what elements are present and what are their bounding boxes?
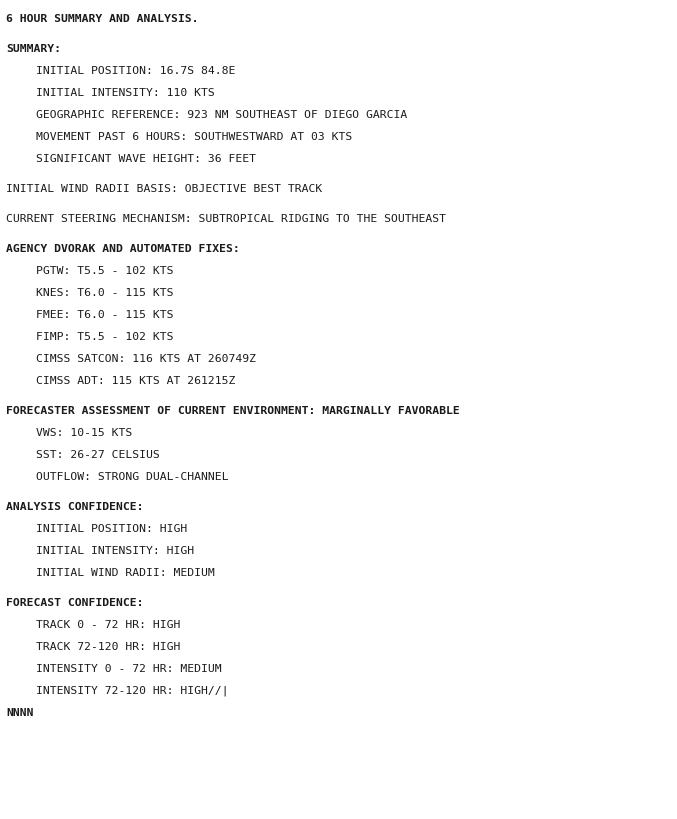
Text: MOVEMENT PAST 6 HOURS: SOUTHWESTWARD AT 03 KTS: MOVEMENT PAST 6 HOURS: SOUTHWESTWARD AT … [36, 132, 352, 142]
Text: KNES: T6.0 - 115 KTS: KNES: T6.0 - 115 KTS [36, 287, 173, 297]
Text: INITIAL WIND RADII: MEDIUM: INITIAL WIND RADII: MEDIUM [36, 568, 215, 577]
Text: 6 HOUR SUMMARY AND ANALYSIS.: 6 HOUR SUMMARY AND ANALYSIS. [6, 14, 198, 24]
Text: TRACK 72-120 HR: HIGH: TRACK 72-120 HR: HIGH [36, 641, 180, 651]
Text: FORECASTER ASSESSMENT OF CURRENT ENVIRONMENT: MARGINALLY FAVORABLE: FORECASTER ASSESSMENT OF CURRENT ENVIRON… [6, 405, 460, 415]
Text: OUTFLOW: STRONG DUAL-CHANNEL: OUTFLOW: STRONG DUAL-CHANNEL [36, 472, 229, 482]
Text: GEOGRAPHIC REFERENCE: 923 NM SOUTHEAST OF DIEGO GARCIA: GEOGRAPHIC REFERENCE: 923 NM SOUTHEAST O… [36, 110, 408, 120]
Text: SST: 26-27 CELSIUS: SST: 26-27 CELSIUS [36, 450, 160, 459]
Text: FIMP: T5.5 - 102 KTS: FIMP: T5.5 - 102 KTS [36, 332, 173, 342]
Text: FMEE: T6.0 - 115 KTS: FMEE: T6.0 - 115 KTS [36, 310, 173, 319]
Text: ANALYSIS CONFIDENCE:: ANALYSIS CONFIDENCE: [6, 501, 144, 511]
Text: INITIAL WIND RADII BASIS: OBJECTIVE BEST TRACK: INITIAL WIND RADII BASIS: OBJECTIVE BEST… [6, 183, 322, 194]
Text: INITIAL INTENSITY: 110 KTS: INITIAL INTENSITY: 110 KTS [36, 88, 215, 98]
Text: INITIAL INTENSITY: HIGH: INITIAL INTENSITY: HIGH [36, 545, 194, 555]
Text: PGTW: T5.5 - 102 KTS: PGTW: T5.5 - 102 KTS [36, 265, 173, 276]
Text: INITIAL POSITION: HIGH: INITIAL POSITION: HIGH [36, 523, 188, 533]
Text: CIMSS SATCON: 116 KTS AT 260749Z: CIMSS SATCON: 116 KTS AT 260749Z [36, 354, 256, 364]
Text: FORECAST CONFIDENCE:: FORECAST CONFIDENCE: [6, 597, 144, 607]
Text: SIGNIFICANT WAVE HEIGHT: 36 FEET: SIGNIFICANT WAVE HEIGHT: 36 FEET [36, 154, 256, 164]
Text: INTENSITY 0 - 72 HR: MEDIUM: INTENSITY 0 - 72 HR: MEDIUM [36, 663, 221, 673]
Text: CIMSS ADT: 115 KTS AT 261215Z: CIMSS ADT: 115 KTS AT 261215Z [36, 376, 236, 386]
Text: CURRENT STEERING MECHANISM: SUBTROPICAL RIDGING TO THE SOUTHEAST: CURRENT STEERING MECHANISM: SUBTROPICAL … [6, 214, 446, 224]
Text: AGENCY DVORAK AND AUTOMATED FIXES:: AGENCY DVORAK AND AUTOMATED FIXES: [6, 244, 240, 254]
Text: NNNN: NNNN [6, 707, 33, 717]
Text: INITIAL POSITION: 16.7S 84.8E: INITIAL POSITION: 16.7S 84.8E [36, 66, 236, 76]
Text: INTENSITY 72-120 HR: HIGH//|: INTENSITY 72-120 HR: HIGH//| [36, 686, 229, 695]
Text: VWS: 10-15 KTS: VWS: 10-15 KTS [36, 428, 132, 437]
Text: SUMMARY:: SUMMARY: [6, 44, 61, 54]
Text: TRACK 0 - 72 HR: HIGH: TRACK 0 - 72 HR: HIGH [36, 619, 180, 629]
